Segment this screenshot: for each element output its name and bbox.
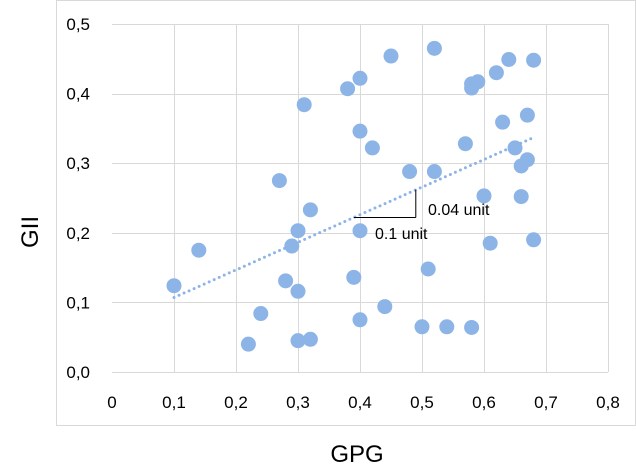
data-point: [302, 202, 318, 218]
data-point: [290, 283, 306, 299]
x-tick-label: 0,8: [596, 393, 620, 412]
data-point: [476, 188, 492, 204]
data-point: [488, 65, 504, 81]
data-point: [402, 164, 418, 180]
data-point: [191, 242, 207, 258]
y-tick-label: 0,0: [66, 363, 90, 382]
data-point: [240, 336, 256, 352]
x-tick-labels: 0 0,1 0,2 0,3 0,4 0,5 0,6 0,7 0,8: [107, 393, 620, 412]
x-tick-label: 0: [107, 393, 116, 412]
data-point: [340, 81, 356, 97]
y-tick-label: 0,1: [66, 293, 90, 312]
data-point: [457, 136, 473, 152]
data-point: [284, 238, 300, 254]
data-point: [519, 152, 535, 168]
data-point: [414, 319, 430, 335]
data-point: [166, 278, 182, 294]
data-point: [302, 331, 318, 347]
data-point: [426, 164, 442, 180]
y-tick-label: 0,5: [66, 15, 90, 34]
chart-area-border: [56, 0, 636, 426]
data-point: [364, 140, 380, 156]
data-point: [290, 223, 306, 239]
data-point: [296, 97, 312, 113]
x-tick-label: 0,4: [348, 393, 372, 412]
data-point: [513, 189, 529, 205]
data-point: [470, 74, 486, 90]
data-point: [352, 123, 368, 139]
x-tick-label: 0,6: [472, 393, 496, 412]
data-point: [352, 223, 368, 239]
x-axis-title: GPG: [330, 441, 383, 464]
data-point: [439, 319, 455, 335]
y-axis-title: GII: [17, 216, 44, 248]
data-point: [253, 306, 269, 322]
data-point: [526, 232, 542, 248]
data-point: [278, 273, 294, 289]
data-point: [495, 114, 511, 130]
y-tick-label: 0,2: [66, 224, 90, 243]
annotation-rise: 0.04 unit: [428, 202, 490, 219]
data-point: [426, 40, 442, 56]
data-point: [501, 51, 517, 67]
data-points: [166, 40, 542, 352]
data-point: [352, 70, 368, 86]
x-tick-label: 0,5: [410, 393, 434, 412]
data-point: [420, 261, 436, 277]
y-tick-label: 0,3: [66, 154, 90, 173]
data-point: [346, 269, 362, 285]
y-tick-labels: 0,0 0,1 0,2 0,3 0,4 0,5: [66, 15, 90, 382]
data-point: [290, 333, 306, 349]
x-tick-label: 0,7: [534, 393, 558, 412]
data-point: [377, 299, 393, 315]
data-point: [507, 140, 523, 156]
data-point: [383, 48, 399, 64]
data-point: [526, 52, 542, 68]
x-tick-label: 0,3: [286, 393, 310, 412]
data-point: [482, 235, 498, 251]
data-point: [464, 319, 480, 335]
x-tick-label: 0,1: [162, 393, 186, 412]
annotation-run: 0.1 unit: [375, 226, 428, 243]
x-tick-label: 0,2: [224, 393, 248, 412]
data-point: [271, 173, 287, 189]
data-point: [519, 107, 535, 123]
data-point: [352, 312, 368, 328]
y-tick-label: 0,4: [66, 85, 90, 104]
slope-annotation: [353, 189, 417, 218]
